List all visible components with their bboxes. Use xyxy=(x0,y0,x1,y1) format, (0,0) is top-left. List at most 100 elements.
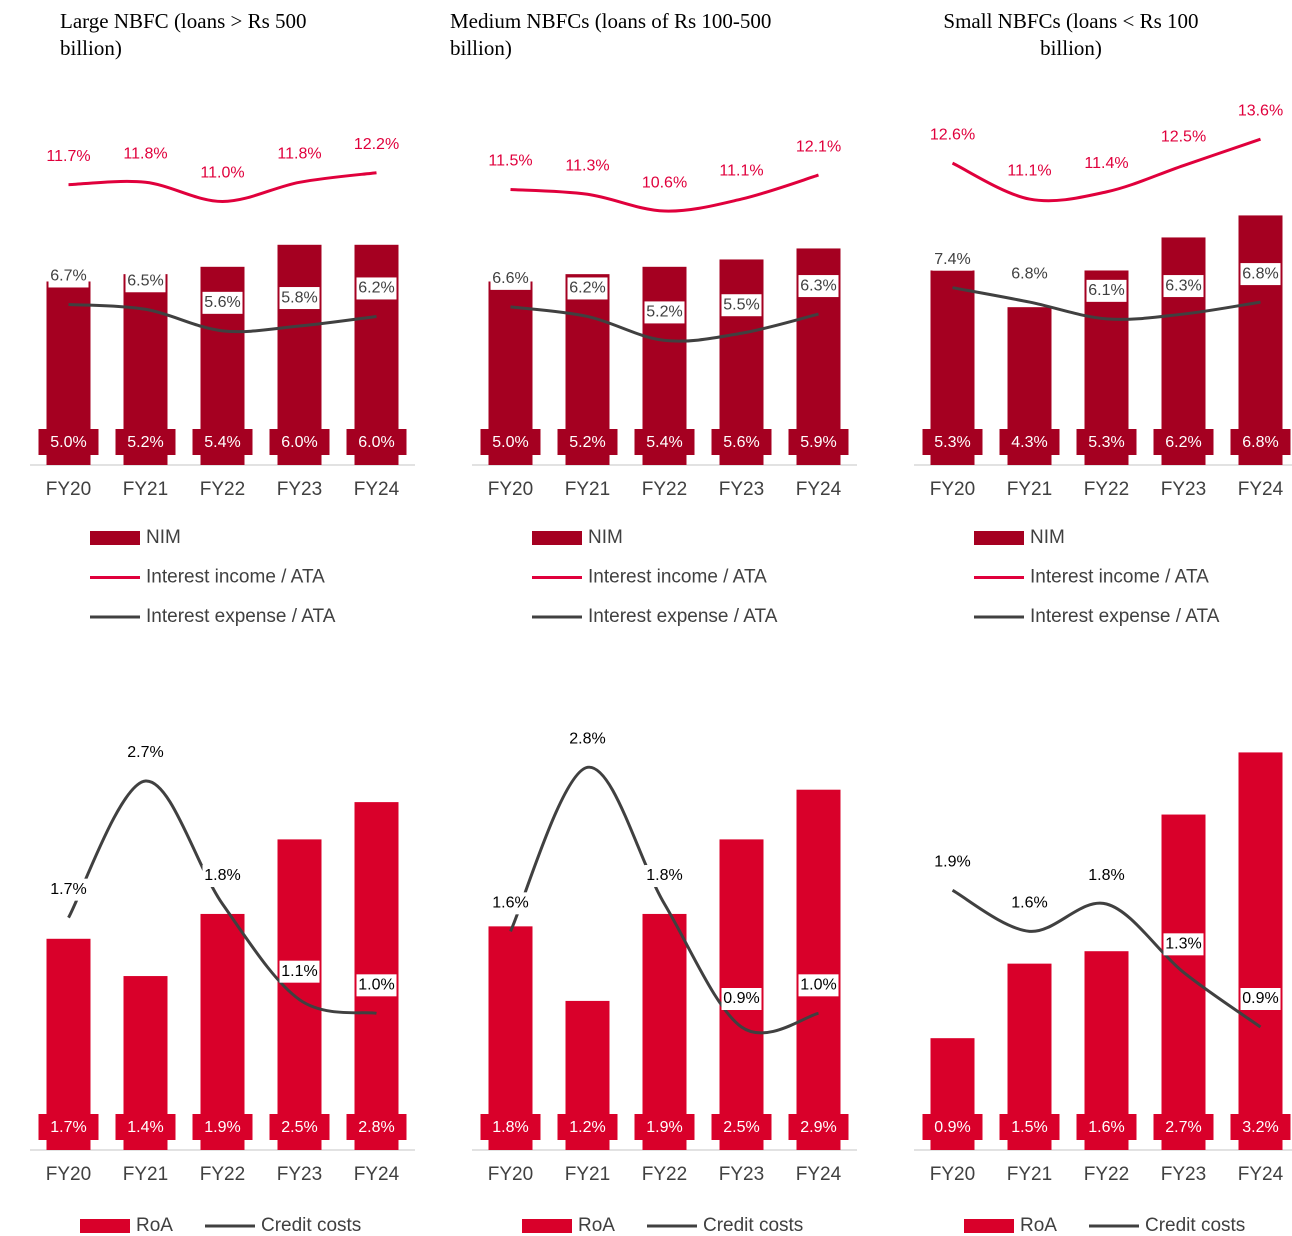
bar-label-box xyxy=(788,429,849,455)
x-tick-label: FY24 xyxy=(354,1164,400,1185)
legend-label: Credit costs xyxy=(703,1215,803,1236)
legend-label: Interest expense / ATA xyxy=(146,606,336,627)
line-label: 12.1% xyxy=(796,138,841,155)
line-label-bg xyxy=(1163,275,1204,298)
bar-label-box xyxy=(634,1114,695,1140)
line-label: 6.8% xyxy=(1242,265,1278,282)
bar-label: 0.9% xyxy=(934,1119,970,1136)
line xyxy=(68,171,377,203)
line-label: 2.7% xyxy=(127,744,163,761)
bar-label-box xyxy=(711,1114,772,1140)
line-label-bg xyxy=(1086,279,1127,302)
line-label-bg xyxy=(721,988,762,1010)
line xyxy=(510,305,819,343)
x-tick-label: FY20 xyxy=(930,479,975,500)
line-label: 6.2% xyxy=(358,280,394,297)
line-label-bg xyxy=(644,865,685,887)
line-label: 2.8% xyxy=(569,731,605,748)
legend-swatch xyxy=(974,531,1024,545)
line-label-bg xyxy=(279,960,320,983)
line-label: 6.3% xyxy=(800,277,836,294)
bar-label: 5.2% xyxy=(127,434,163,451)
line-label-bg xyxy=(121,143,170,166)
legend-label: Interest expense / ATA xyxy=(1030,606,1220,627)
line-label-bg xyxy=(1009,263,1050,286)
line xyxy=(509,765,819,1035)
bar-label: 1.9% xyxy=(204,1119,240,1136)
bar-label: 5.9% xyxy=(800,434,836,451)
line-label-bg xyxy=(1163,933,1204,956)
bar xyxy=(488,926,533,1150)
line-label-bg xyxy=(1086,865,1127,887)
bar-label-box xyxy=(557,1114,618,1140)
bar-label: 2.5% xyxy=(281,1119,317,1136)
line-label: 6.5% xyxy=(127,272,163,289)
line-label: 11.7% xyxy=(46,148,90,165)
line-label: 6.3% xyxy=(1165,277,1201,294)
x-tick-label: FY24 xyxy=(354,479,400,500)
bar-label: 5.2% xyxy=(569,434,605,451)
bar-label-box xyxy=(922,429,983,455)
line-label: 11.4% xyxy=(1084,155,1128,172)
line xyxy=(68,302,377,334)
line-label-bg xyxy=(928,124,977,147)
x-tick-label: FY21 xyxy=(565,479,610,500)
x-tick-label: FY24 xyxy=(796,479,842,500)
x-tick-label: FY22 xyxy=(642,1164,687,1185)
legend-label: NIM xyxy=(588,527,623,548)
x-tick-label: FY21 xyxy=(1007,479,1052,500)
x-tick-label: FY21 xyxy=(1007,1164,1052,1185)
bar-label-box xyxy=(1230,1114,1291,1140)
line-label: 1.8% xyxy=(204,867,240,884)
line-label: 1.8% xyxy=(1088,867,1124,884)
line-label: 5.8% xyxy=(281,289,317,306)
x-tick-label: FY22 xyxy=(1084,1164,1129,1185)
bar-label-box xyxy=(634,429,695,455)
line-label: 11.8% xyxy=(277,146,321,163)
line-label: 12.2% xyxy=(354,136,399,153)
bar-label: 2.9% xyxy=(800,1119,836,1136)
line-label-bg xyxy=(490,892,531,915)
x-tick-label: FY23 xyxy=(719,1164,764,1185)
line-label-bg xyxy=(486,150,535,173)
line xyxy=(67,779,377,1015)
bar-label-box xyxy=(1230,429,1291,455)
line-label-bg xyxy=(48,878,89,901)
x-tick-label: FY23 xyxy=(277,479,322,500)
line-label: 1.9% xyxy=(934,854,970,871)
line-label-bg xyxy=(1240,263,1281,286)
bar xyxy=(200,913,245,1150)
line-label: 6.7% xyxy=(50,268,86,285)
bar-label: 1.2% xyxy=(569,1119,605,1136)
line-label-bg xyxy=(567,277,608,300)
legend-swatch xyxy=(532,531,582,545)
line-label: 12.6% xyxy=(930,126,975,143)
line-label: 11.5% xyxy=(488,153,532,170)
line-label-bg xyxy=(644,301,685,324)
line-label-bg xyxy=(356,974,397,997)
legend-label: NIM xyxy=(1030,527,1065,548)
bar xyxy=(1238,215,1283,465)
legend-label: RoA xyxy=(578,1215,615,1236)
chart-title: Small NBFCs (loans < Rs 100 billion) xyxy=(943,9,1199,60)
legend-label: NIM xyxy=(146,527,181,548)
bar-label-box xyxy=(557,429,618,455)
line-label-bg xyxy=(279,287,320,310)
legend-swatch xyxy=(964,1219,1014,1233)
line-label: 0.9% xyxy=(1242,990,1278,1007)
bar-label: 3.2% xyxy=(1242,1119,1278,1136)
line-label: 11.1% xyxy=(1007,162,1051,179)
line-label: 1.1% xyxy=(281,963,317,980)
x-tick-label: FY23 xyxy=(1161,479,1206,500)
bar-label: 5.0% xyxy=(492,434,528,451)
line-label-bg xyxy=(202,865,243,887)
bar-label-box xyxy=(346,1114,407,1140)
line-label: 5.6% xyxy=(204,294,240,311)
line-label: 1.7% xyxy=(50,881,86,898)
line-label-bg xyxy=(490,267,531,290)
bar-label-box xyxy=(115,429,176,455)
x-tick-label: FY23 xyxy=(277,1164,322,1185)
line-label: 5.5% xyxy=(723,296,759,313)
bar-label: 2.7% xyxy=(1165,1119,1201,1136)
